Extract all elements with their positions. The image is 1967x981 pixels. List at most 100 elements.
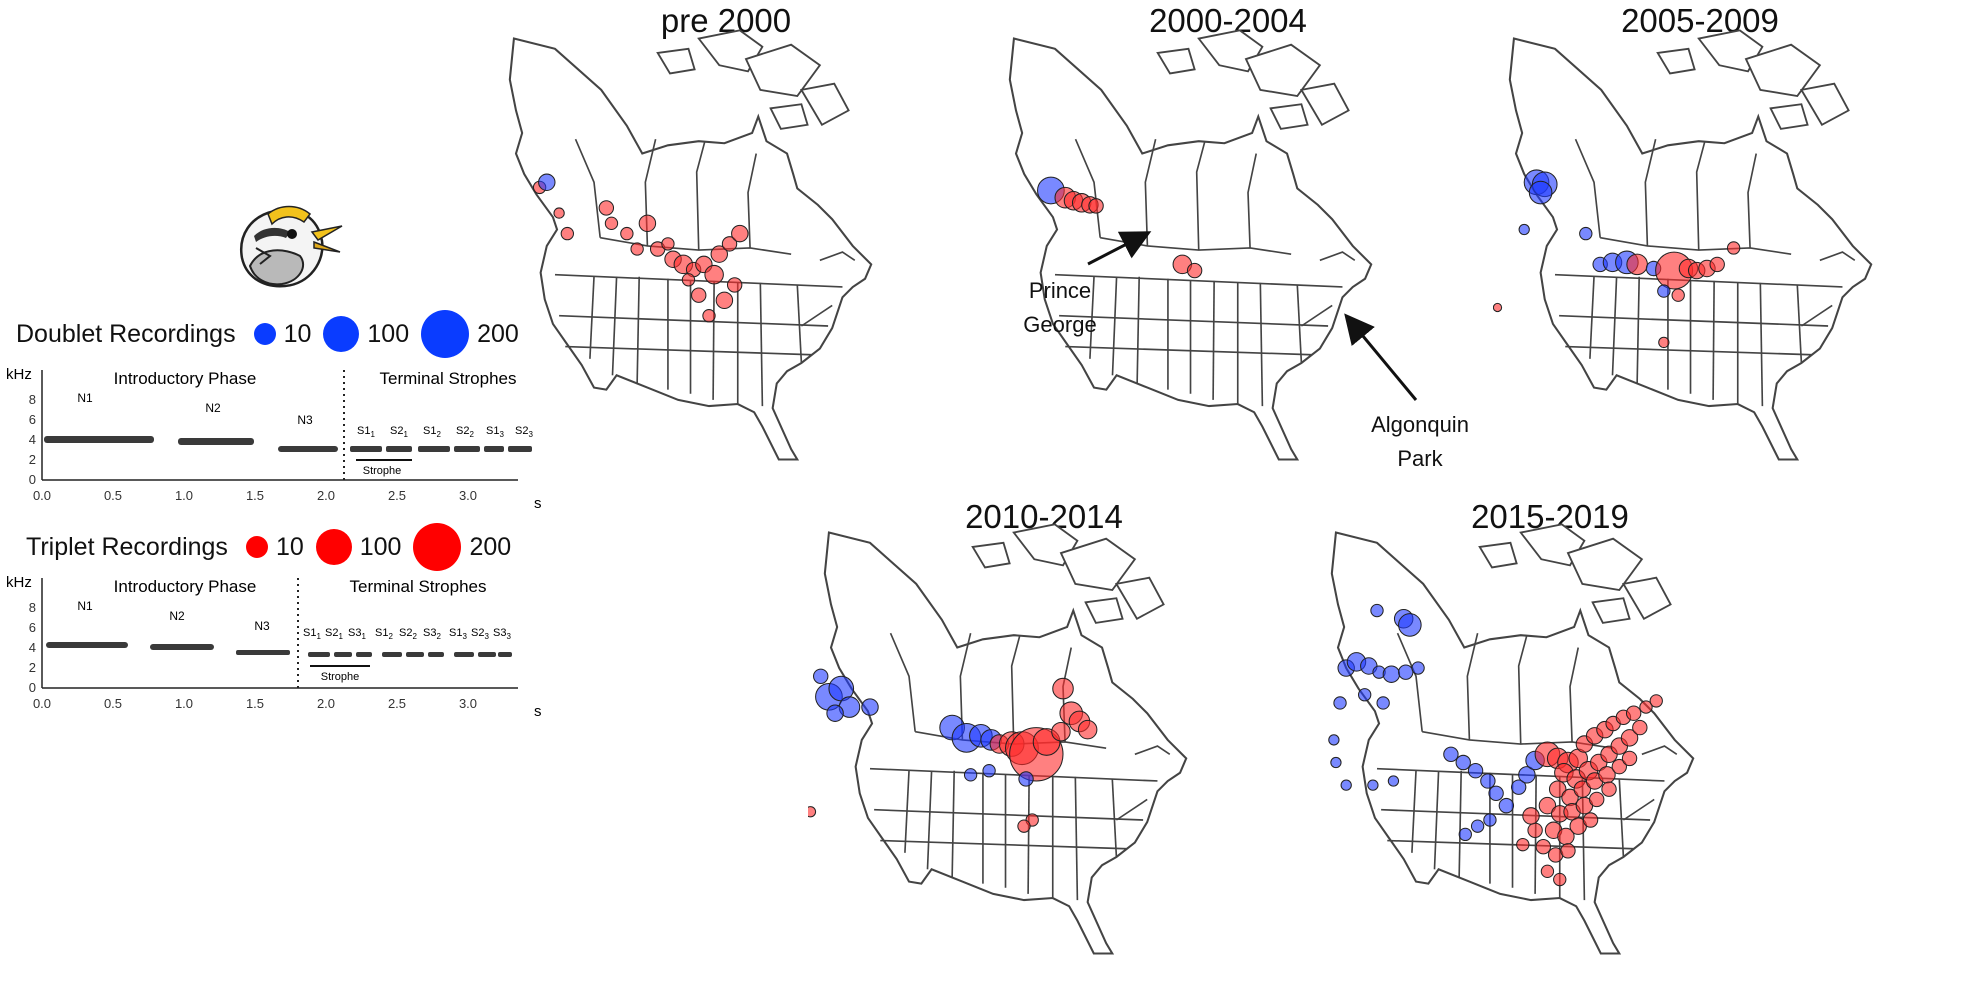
recording-marker bbox=[1488, 785, 1504, 802]
recording-marker bbox=[721, 236, 738, 252]
doublet-syllable-label: S13 bbox=[486, 425, 504, 439]
recording-marker bbox=[1639, 700, 1653, 714]
doublet-xtick: 0.0 bbox=[33, 488, 51, 503]
boundary-line bbox=[1054, 273, 1343, 288]
prince-george-label: Prince George bbox=[1023, 278, 1097, 337]
boundary-line bbox=[1074, 138, 1101, 238]
boundary-line bbox=[1574, 138, 1601, 238]
recording-marker bbox=[1538, 796, 1557, 815]
doublet-ytick: 6 bbox=[29, 412, 36, 427]
recording-marker bbox=[620, 226, 634, 241]
triplet-size-10-label: 10 bbox=[275, 532, 304, 561]
triplet-note-trace bbox=[46, 642, 128, 648]
boundary-line bbox=[796, 284, 803, 364]
recording-marker bbox=[702, 309, 716, 323]
triplet-syllable-label: S12 bbox=[375, 627, 393, 641]
boundary-line bbox=[1111, 276, 1118, 376]
triplet-xtick: 1.5 bbox=[246, 696, 264, 711]
triplet-ytick: 0 bbox=[29, 680, 36, 695]
triplet-syllable-label: S31 bbox=[348, 627, 366, 641]
doublet-legend-title: Doublet Recordings bbox=[16, 319, 236, 348]
boundary-line bbox=[1296, 284, 1303, 364]
recording-marker bbox=[1051, 721, 1071, 742]
recording-marker bbox=[638, 214, 657, 233]
triplet-strophe-label: Strophe bbox=[321, 671, 360, 683]
boundary-line bbox=[819, 251, 856, 262]
recording-marker bbox=[1657, 284, 1671, 298]
doublet-size-10-dot bbox=[253, 323, 276, 345]
recording-marker bbox=[1455, 754, 1471, 771]
map-2010-2014 bbox=[808, 523, 1188, 955]
boundary-line bbox=[874, 808, 1144, 821]
boundary-line bbox=[1319, 251, 1356, 262]
recording-marker bbox=[691, 287, 707, 303]
doublet-xtick: 1.5 bbox=[246, 488, 264, 503]
doublet-xunit: s bbox=[534, 495, 542, 512]
triplet-note-trace bbox=[236, 650, 290, 655]
arctic-island bbox=[799, 82, 850, 127]
recording-marker bbox=[1510, 779, 1527, 795]
recording-marker bbox=[1625, 705, 1642, 721]
recording-marker bbox=[1483, 813, 1497, 827]
triplet-ytick: 6 bbox=[29, 620, 36, 635]
recording-marker bbox=[726, 277, 743, 293]
recording-marker bbox=[553, 207, 565, 219]
doublet-phase-terminal: Terminal Strophes bbox=[379, 369, 516, 388]
doublet-size-100-label: 100 bbox=[367, 319, 410, 348]
triplet-xtick: 2.5 bbox=[388, 696, 406, 711]
triplet-syllable-label: S13 bbox=[449, 627, 467, 641]
triplet-syllable-trace bbox=[356, 652, 372, 657]
recording-marker bbox=[1018, 771, 1034, 787]
recording-marker bbox=[1470, 819, 1485, 833]
recording-marker bbox=[715, 291, 734, 310]
boundary-line bbox=[1381, 808, 1651, 821]
doublet-size-10-label: 10 bbox=[283, 319, 312, 348]
triplet-spectrogram: kHz 0 2 4 6 8 0.0 0.5 1.0 1.5 2.0 2.5 3.… bbox=[6, 574, 542, 720]
boundary-line bbox=[1622, 798, 1655, 821]
doublet-spectrogram: kHz 0 2 4 6 8 0.0 0.5 1.0 1.5 2.0 2.5 3.… bbox=[6, 366, 542, 512]
recording-marker bbox=[1560, 843, 1576, 859]
triplet-legend-title: Triplet Recordings bbox=[26, 532, 228, 561]
doublet-ytick: 2 bbox=[29, 452, 36, 467]
triplet-xtick: 0.0 bbox=[33, 696, 51, 711]
recording-marker bbox=[604, 216, 619, 231]
arctic-island bbox=[744, 43, 822, 98]
boundary-line bbox=[926, 770, 933, 870]
boundary-line bbox=[1059, 314, 1329, 327]
doublet-xtick: 2.5 bbox=[388, 488, 406, 503]
triplet-syllable-label: S21 bbox=[325, 627, 343, 641]
triplet-syllable-label: S22 bbox=[399, 627, 417, 641]
boundary-line bbox=[1641, 745, 1678, 756]
recording-marker bbox=[598, 200, 615, 216]
arctic-island bbox=[1156, 47, 1196, 75]
boundary-line bbox=[636, 276, 641, 384]
recording-marker bbox=[1626, 253, 1648, 276]
recording-marker bbox=[1077, 719, 1098, 740]
doublet-phase-intro: Introductory Phase bbox=[114, 369, 257, 388]
recording-marker bbox=[1516, 837, 1530, 852]
map-2000-2004 bbox=[1008, 29, 1373, 461]
boundary-line bbox=[1517, 634, 1528, 745]
doublet-syllable-label: S12 bbox=[423, 425, 441, 439]
doublet-syllable-label: S21 bbox=[390, 425, 408, 439]
recording-marker bbox=[1498, 797, 1515, 814]
triplet-size-100-label: 100 bbox=[359, 532, 402, 561]
recording-marker bbox=[1582, 812, 1599, 828]
recording-marker bbox=[1398, 664, 1414, 680]
boundary-line bbox=[959, 632, 972, 740]
map-pre-2000 bbox=[508, 29, 873, 461]
recording-marker bbox=[1518, 766, 1536, 784]
boundary-line bbox=[574, 138, 601, 238]
boundary-line bbox=[554, 273, 843, 288]
boundary-line bbox=[1411, 770, 1417, 853]
doublet-ytick: 8 bbox=[29, 392, 36, 407]
recording-marker bbox=[1017, 819, 1031, 833]
triplet-ytick: 4 bbox=[29, 640, 36, 655]
recording-marker bbox=[1589, 791, 1605, 808]
recording-marker bbox=[1333, 696, 1347, 710]
recording-marker bbox=[1709, 256, 1725, 273]
recording-marker bbox=[813, 668, 829, 684]
triplet-xtick: 3.0 bbox=[459, 696, 477, 711]
boundary-line bbox=[1800, 304, 1833, 327]
doublet-xtick: 0.5 bbox=[104, 488, 122, 503]
